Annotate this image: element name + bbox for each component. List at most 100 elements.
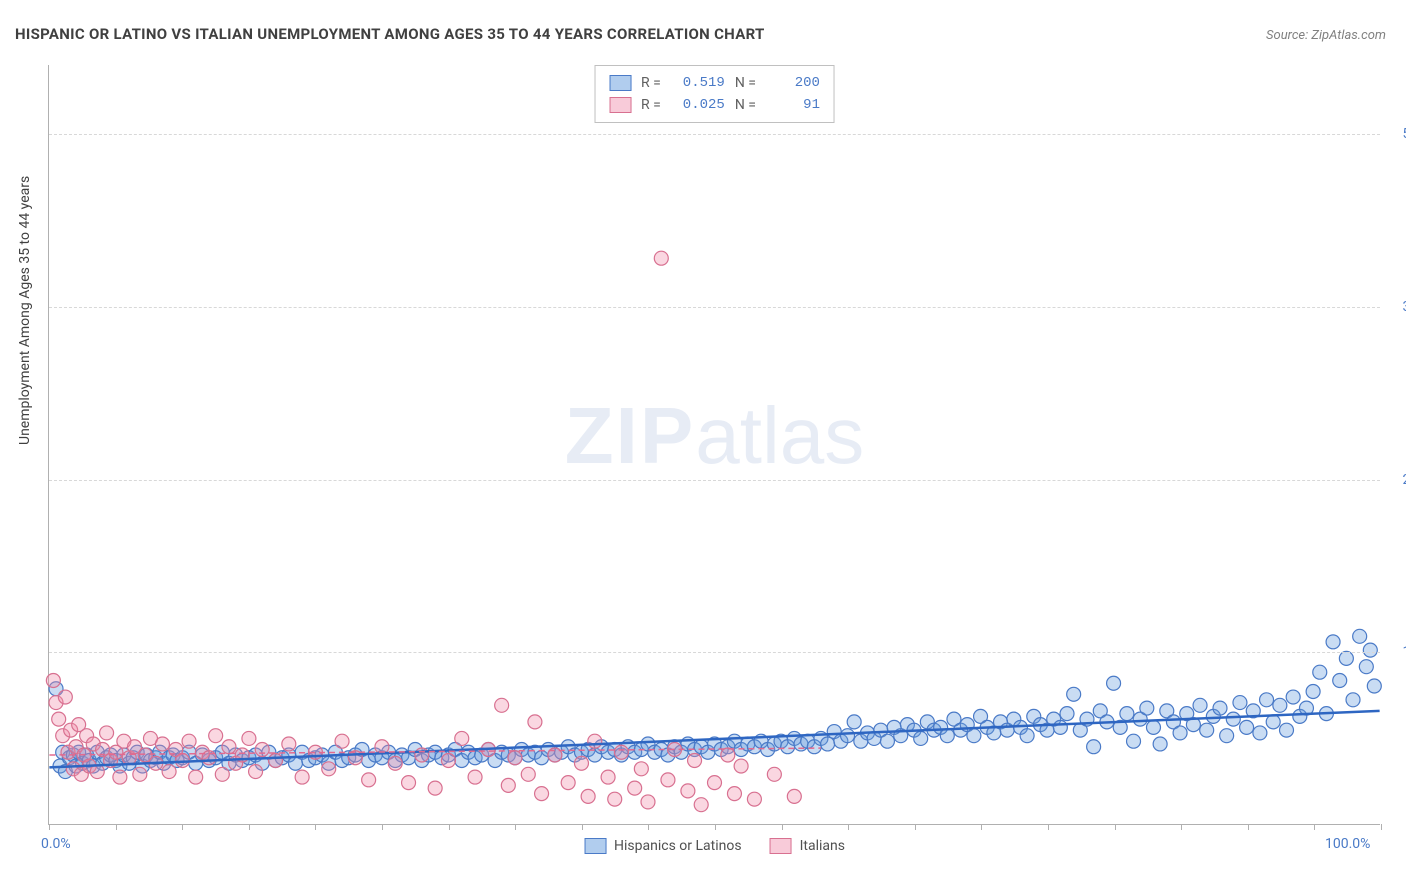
gridline (49, 307, 1380, 308)
data-point (402, 776, 416, 790)
data-point (100, 726, 114, 740)
data-point (914, 731, 928, 745)
data-point (747, 792, 761, 806)
x-tick-mark (1181, 824, 1182, 830)
r-value-pink: 0.025 (671, 94, 725, 116)
data-point (362, 773, 376, 787)
data-point (661, 773, 675, 787)
data-point (1226, 712, 1240, 726)
data-point (162, 765, 176, 779)
n-value-blue: 200 (766, 72, 820, 94)
data-point (847, 715, 861, 729)
data-point (528, 715, 542, 729)
data-point (133, 767, 147, 781)
data-point (282, 737, 296, 751)
data-point (1367, 679, 1381, 693)
source-attribution: Source: ZipAtlas.com (1266, 28, 1386, 43)
n-value-pink: 91 (766, 94, 820, 116)
x-tick-mark (315, 824, 316, 830)
r-label: R = (641, 72, 661, 94)
x-tick-mark (182, 824, 183, 830)
data-point (508, 751, 522, 765)
data-point (209, 729, 223, 743)
data-point (501, 778, 515, 792)
data-point (1286, 690, 1300, 704)
y-tick-label: 12.5% (1385, 644, 1406, 660)
legend-label-blue: Hispanics or Latinos (614, 838, 742, 854)
x-tick-mark (648, 824, 649, 830)
data-point (734, 759, 748, 773)
data-point (269, 754, 283, 768)
legend-item-blue: Hispanics or Latinos (584, 838, 742, 854)
data-point (1127, 734, 1141, 748)
correlation-legend: R = 0.519 N = 200 R = 0.025 N = 91 (594, 65, 835, 123)
data-point (1146, 720, 1160, 734)
data-point (1193, 698, 1207, 712)
y-tick-label: 50.0% (1385, 126, 1406, 142)
data-point (588, 734, 602, 748)
data-point (182, 734, 196, 748)
x-tick-mark (49, 824, 50, 830)
data-point (727, 787, 741, 801)
data-point (155, 737, 169, 751)
data-point (940, 729, 954, 743)
x-tick-mark (915, 824, 916, 830)
legend-item-pink: Italians (770, 838, 845, 854)
legend-label-pink: Italians (800, 838, 845, 854)
data-point (634, 762, 648, 776)
data-point (608, 792, 622, 806)
data-point (1253, 726, 1267, 740)
data-point (614, 745, 628, 759)
data-point (581, 789, 595, 803)
data-point (1120, 707, 1134, 721)
data-point (46, 673, 60, 687)
data-point (215, 767, 229, 781)
x-tick-mark (582, 824, 583, 830)
y-tick-label: 37.5% (1385, 299, 1406, 315)
data-point (295, 770, 309, 784)
series-legend: Hispanics or Latinos Italians (584, 838, 845, 854)
data-point (1140, 701, 1154, 715)
data-point (1346, 693, 1360, 707)
plot-area: ZIPatlas R = 0.519 N = 200 R = 0.025 N =… (48, 65, 1380, 825)
swatch-blue-icon (609, 75, 631, 91)
x-tick-mark (1314, 824, 1315, 830)
data-point (1273, 698, 1287, 712)
gridline (49, 480, 1380, 481)
data-point (967, 729, 981, 743)
data-point (1020, 729, 1034, 743)
data-point (455, 731, 469, 745)
data-point (322, 762, 336, 776)
data-point (821, 737, 835, 751)
n-label: N = (735, 72, 756, 94)
data-point (495, 698, 509, 712)
data-point (52, 712, 66, 726)
data-point (681, 784, 695, 798)
data-point (1107, 676, 1121, 690)
x-tick-mark (1048, 824, 1049, 830)
data-point (841, 729, 855, 743)
data-point (1359, 660, 1373, 674)
x-tick-label: 100.0% (1325, 836, 1370, 852)
x-tick-mark (981, 824, 982, 830)
data-point (601, 770, 615, 784)
data-point (468, 770, 482, 784)
data-point (388, 756, 402, 770)
x-tick-mark (382, 824, 383, 830)
data-point (1306, 685, 1320, 699)
data-point (1363, 643, 1377, 657)
data-point (255, 742, 269, 756)
legend-row-blue: R = 0.519 N = 200 (609, 72, 820, 94)
data-point (1200, 723, 1214, 737)
data-point (415, 748, 429, 762)
swatch-pink-icon (609, 97, 631, 113)
data-point (58, 690, 72, 704)
gridline (49, 134, 1380, 135)
y-tick-label: 25.0% (1385, 472, 1406, 488)
scatter-svg (49, 65, 1380, 824)
data-point (249, 765, 263, 779)
x-tick-mark (1115, 824, 1116, 830)
data-point (189, 770, 203, 784)
x-tick-mark (515, 824, 516, 830)
data-point (535, 787, 549, 801)
